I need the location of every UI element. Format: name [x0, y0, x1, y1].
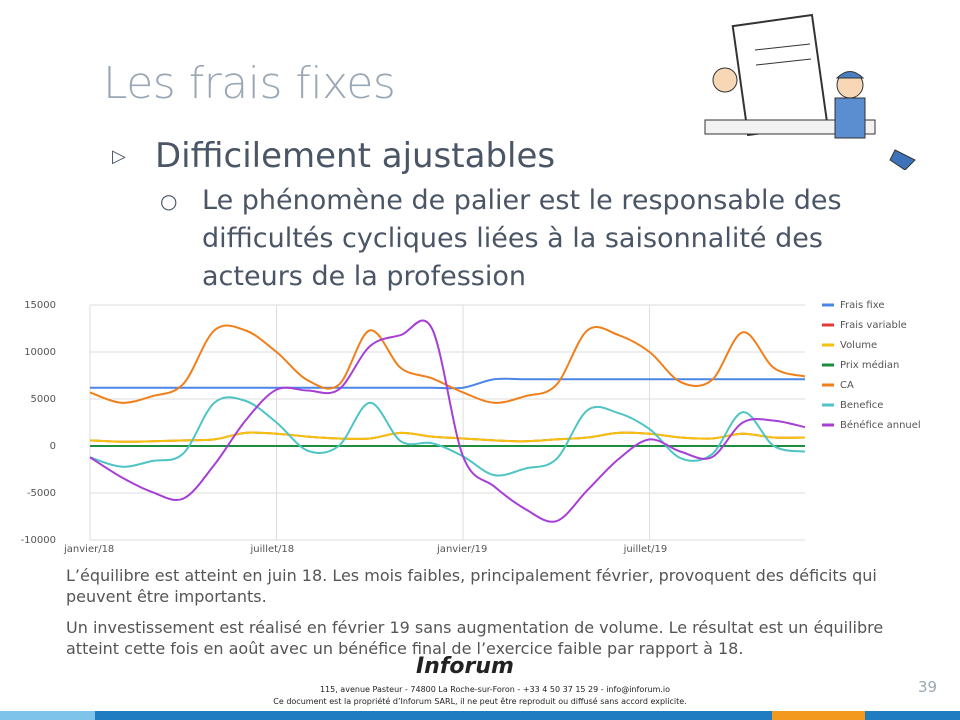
series-line: [89, 319, 806, 523]
footer-stripe: [0, 711, 960, 720]
legend-label: Frais fixe: [840, 300, 885, 311]
legend-label: Bénéfice annuel: [840, 419, 921, 431]
x-tick-label: juillet/18: [250, 544, 295, 555]
y-tick-label: -10000: [21, 535, 56, 546]
legend-label: Volume: [840, 340, 877, 351]
y-tick-label: 0: [50, 441, 56, 452]
chart: -10000 -5000 0 5000 10000 15000 janvier/18 juil…: [21, 300, 921, 555]
bullet-marker: ○: [160, 189, 178, 213]
series-line: [89, 396, 806, 477]
sub-bullet: Le phénomène de palier est le responsabl…: [202, 185, 842, 292]
y-tick-label: -5000: [27, 488, 56, 499]
bullet: Difficilement ajustables: [155, 136, 556, 176]
paragraph: L’équilibre est atteint en juin 18. Les …: [66, 566, 877, 606]
logo: Inforum: [416, 654, 514, 679]
illustration: [704, 13, 916, 170]
legend-label: CA: [840, 380, 854, 391]
notice: Ce document est la propriété d’Inforum S…: [273, 697, 687, 706]
x-tick-label: juillet/19: [623, 544, 668, 555]
y-tick-label: 15000: [24, 300, 56, 311]
legend-label: Frais variable: [840, 320, 907, 331]
x-tick-label: janvier/18: [63, 544, 114, 555]
bullet-marker: ▷: [112, 146, 126, 167]
address: 115, avenue Pasteur - 74800 La Roche-sur…: [319, 685, 671, 694]
paragraph: Un investissement est réalisé en février…: [66, 618, 884, 658]
slide-title: Les frais fixes: [103, 58, 396, 109]
x-tick-label: janvier/19: [436, 544, 487, 555]
legend-label: Benefice: [840, 400, 883, 411]
legend-label: Prix médian: [840, 359, 899, 371]
series-line: [89, 431, 806, 443]
y-tick-label: 10000: [24, 347, 56, 358]
page-number: 39: [918, 678, 938, 696]
y-tick-label: 5000: [31, 394, 56, 405]
